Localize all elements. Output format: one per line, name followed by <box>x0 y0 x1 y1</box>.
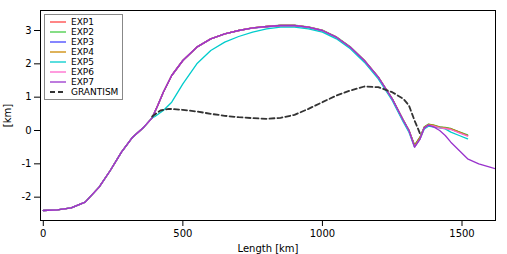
svg-text:1500: 1500 <box>449 228 474 239</box>
svg-text:500: 500 <box>173 228 192 239</box>
svg-text:0: 0 <box>25 125 31 136</box>
html-text:EXP7: EXP7 <box>71 77 94 87</box>
svg-text:-2: -2 <box>22 191 32 202</box>
svg-text:1000: 1000 <box>310 228 335 239</box>
html-text:EXP2: EXP2 <box>71 27 94 37</box>
svg-text:[km]: [km] <box>2 104 13 127</box>
svg-text:1: 1 <box>25 91 31 102</box>
html-text:EXP4: EXP4 <box>71 47 94 57</box>
svg-text:Length [km]: Length [km] <box>237 243 298 254</box>
html-text:EXP3: EXP3 <box>71 37 94 47</box>
html-text:GRANTISM: GRANTISM <box>71 87 119 97</box>
svg-text:0: 0 <box>40 228 46 239</box>
svg-text:2: 2 <box>25 58 31 69</box>
html-text:EXP5: EXP5 <box>71 57 94 67</box>
html-text:EXP6: EXP6 <box>71 67 94 77</box>
html-text:EXP1: EXP1 <box>71 17 94 27</box>
svg-text:3: 3 <box>25 25 31 36</box>
svg-text:-1: -1 <box>22 158 32 169</box>
